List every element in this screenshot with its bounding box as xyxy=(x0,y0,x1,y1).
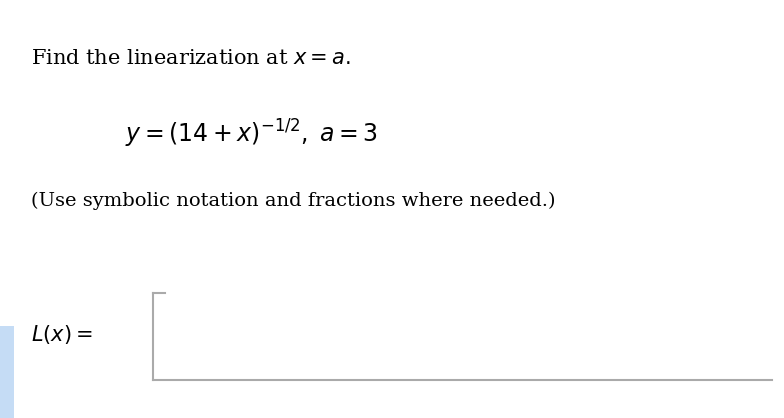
Text: $L(x) =$: $L(x) =$ xyxy=(31,323,93,346)
Text: $y = (14 + x)^{-1/2}, \; a = 3$: $y = (14 + x)^{-1/2}, \; a = 3$ xyxy=(125,117,379,150)
Text: Find the linearization at $x = a.$: Find the linearization at $x = a.$ xyxy=(31,49,350,68)
Text: (Use symbolic notation and fractions where needed.): (Use symbolic notation and fractions whe… xyxy=(31,191,556,210)
Bar xyxy=(0,326,14,418)
